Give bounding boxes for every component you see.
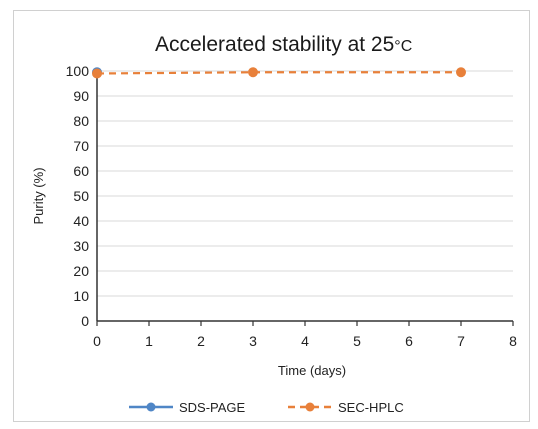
x-tick-label: 0 xyxy=(93,333,101,349)
legend-label: SEC-HPLC xyxy=(338,400,404,415)
x-tick-labels: 0 1 2 3 4 5 6 7 8 xyxy=(93,333,517,349)
y-tick-label: 40 xyxy=(73,213,89,229)
y-tick-label: 50 xyxy=(73,188,89,204)
axes xyxy=(96,71,514,326)
y-tick-label: 10 xyxy=(73,288,89,304)
x-tick-label: 5 xyxy=(353,333,361,349)
series-line-sec-hplc xyxy=(96,71,461,75)
x-tick-label: 3 xyxy=(249,333,257,349)
x-tick-label: 2 xyxy=(197,333,205,349)
legend-marker-sds-page xyxy=(146,402,156,412)
data-point-sec-hplc xyxy=(248,67,258,78)
y-tick-labels: 0 10 20 30 40 50 60 70 80 90 100 xyxy=(66,63,90,329)
y-tick-label: 80 xyxy=(73,113,89,129)
data-point-sec-hplc xyxy=(92,68,102,79)
legend: SDS-PAGE SEC-HPLC xyxy=(129,400,404,415)
grid-lines xyxy=(97,70,513,297)
y-axis-label: Purity (%) xyxy=(31,167,46,224)
y-tick-label: 60 xyxy=(73,163,89,179)
x-tick-label: 7 xyxy=(457,333,465,349)
x-axis-label: Time (days) xyxy=(278,363,346,378)
y-tick-label: 20 xyxy=(73,263,89,279)
chart-title-unit: °C xyxy=(394,38,412,55)
x-tick-label: 8 xyxy=(509,333,517,349)
chart-frame xyxy=(13,10,530,422)
y-tick-label: 100 xyxy=(66,63,90,79)
y-tick-label: 90 xyxy=(73,88,89,104)
y-tick-label: 30 xyxy=(73,238,89,254)
legend-marker-sec-hplc xyxy=(305,402,315,412)
chart-title: Accelerated stability at 25°C xyxy=(155,33,412,56)
legend-label: SDS-PAGE xyxy=(179,400,246,415)
series-group xyxy=(92,67,466,79)
y-tick-label: 70 xyxy=(73,138,89,154)
chart-title-text: Accelerated stability at 25 xyxy=(155,33,394,56)
y-tick-label: 0 xyxy=(81,313,89,329)
x-tick-label: 4 xyxy=(301,333,309,349)
data-point-sec-hplc xyxy=(456,67,466,78)
x-tick-label: 6 xyxy=(405,333,413,349)
x-tick-label: 1 xyxy=(145,333,153,349)
